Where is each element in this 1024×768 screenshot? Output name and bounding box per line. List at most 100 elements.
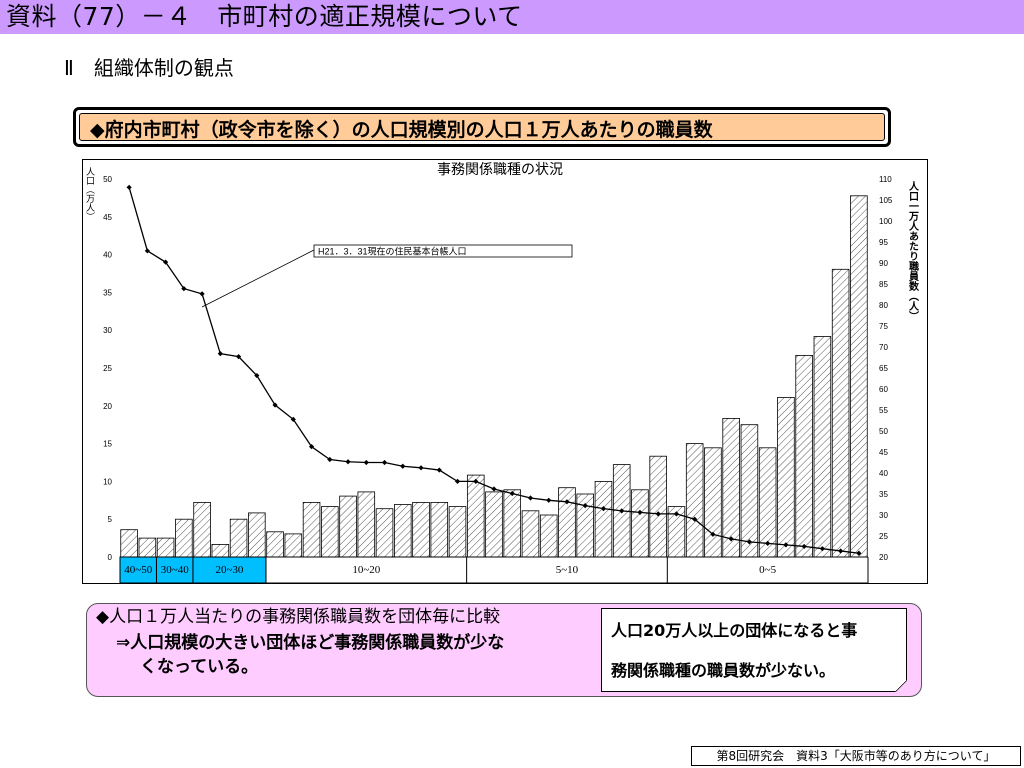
group-label: 20~30 [215,564,243,576]
left-tick-label: 20 [103,402,112,411]
right-tick-label: 110 [879,175,892,184]
bar-series [120,195,868,558]
bar [448,506,467,558]
line-point [217,351,223,357]
right-tick-label: 85 [879,280,888,289]
bar [321,506,339,558]
left-tick-label: 5 [108,515,113,524]
right-tick-label: 30 [879,511,888,520]
left-tick-label: 25 [103,364,112,373]
line-point [199,291,205,297]
line-point [527,495,534,501]
line-point [856,550,862,556]
left-tick-label: 50 [103,175,112,184]
right-tick-label: 40 [879,469,888,478]
chart-banner-text: ◆府内市町村（政令市を除く）の人口規模別の人口１万人あたりの職員数 [90,119,713,141]
left-tick-label: 15 [103,440,112,449]
line-point [272,402,278,408]
line-point [345,459,351,465]
bar [430,501,449,558]
left-tick-label: 45 [103,213,112,222]
bar [758,447,777,558]
population-line-series [126,184,862,556]
line-point [783,542,789,548]
left-tick-label: 35 [103,288,112,297]
right-tick-label: 95 [879,238,888,247]
line-point [473,478,479,484]
annotation-text: H21．3．31現在の住民基本台帳人口 [318,246,467,257]
bar [211,543,230,558]
bar [594,480,613,558]
bar [339,495,357,558]
bar [795,354,813,558]
callout-line-1: 人口20万人以上の団体になると事 [611,621,858,640]
line-point [692,516,698,522]
line-point [327,456,333,463]
line-point [728,536,734,542]
line-point [655,511,661,517]
line-point [819,546,825,552]
line-point [801,543,807,550]
right-tick-label: 100 [879,217,893,226]
line-point [746,539,753,545]
line-point [126,184,132,190]
footer-label: 第8回研究会 資料3「大阪市等のあり方について」 [691,746,1021,766]
line-point [509,490,515,497]
right-tick-label: 35 [879,490,888,499]
callout-line-2: 務関係職種の職員数が少ない。 [611,661,836,680]
bar [193,501,211,558]
chart-title: 事務関係職種の状況 [437,161,563,177]
bar [521,510,540,558]
bar [357,491,376,558]
line-point [363,459,369,466]
left-tick-label: 10 [103,477,112,486]
bar [412,501,430,558]
line-annotation: H21．3．31現在の住民基本台帳人口 [201,244,573,308]
line-point [181,286,187,292]
right-tick-label: 60 [879,385,888,394]
bar [156,537,175,558]
right-tick-label: 50 [879,427,888,436]
line-point [619,508,625,514]
group-label: 30~40 [161,564,189,576]
right-tick-label: 25 [879,532,888,541]
line-point [637,509,643,515]
annotation-leader-line [201,249,315,308]
line-point [418,465,424,471]
bar [850,195,868,558]
line-point [564,499,570,505]
bar [466,474,485,558]
line-point [710,531,716,537]
line-point [546,497,552,503]
group-label: 10~20 [352,564,380,576]
chart-banner-inner: ◆府内市町村（政令市を除く）の人口規模別の人口１万人あたりの職員数 [79,113,885,141]
bar [539,514,558,558]
right-tick-label: 105 [879,196,893,205]
right-tick-label: 90 [879,259,888,268]
line-point [600,506,607,512]
line-point [290,416,296,423]
bar [722,417,740,558]
left-tick-label: 40 [103,251,112,260]
line-point [838,548,844,554]
line-point [400,463,406,469]
line-point [144,248,150,254]
bar [649,455,667,558]
right-tick-label: 45 [879,448,888,457]
bar [740,424,759,558]
right-axis-label: 人口一万人あたり職員数（人） [907,180,920,321]
line-point [381,459,388,466]
bar [284,533,303,558]
bar [777,396,795,558]
group-label: 40~50 [124,564,152,576]
group-highlight [119,556,157,584]
note-line-1: ◆人口１万人当たりの事務関係職員数を団体毎に比較 [96,607,501,627]
bar [831,268,850,558]
page-title: 資料（77）－４ 市町村の適正規模について [6,2,523,31]
right-tick-label: 65 [879,364,888,373]
line-point [673,511,680,517]
bar [394,504,412,558]
line-point [308,444,315,450]
bar [175,518,193,558]
chart-banner: ◆府内市町村（政令市を除く）の人口規模別の人口１万人あたりの職員数 [73,107,891,147]
